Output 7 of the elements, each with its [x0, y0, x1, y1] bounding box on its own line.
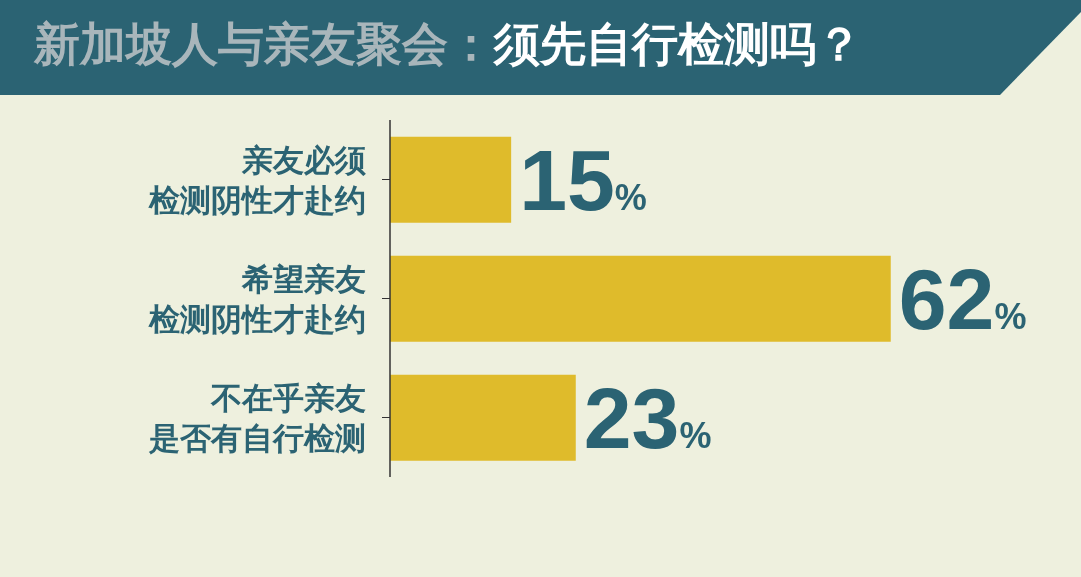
data-label: 62% [898, 250, 1027, 347]
data-label: 15% [519, 131, 647, 228]
chart-title: 新加坡人与亲友聚会：须先自行检测吗？ [34, 17, 862, 71]
data-label: 23% [583, 369, 712, 466]
y-tick-label: 希望亲友检测阴性才赴约 [148, 260, 366, 337]
y-tick-label: 不在乎亲友是否有自行检测 [148, 379, 366, 456]
y-tick-label: 亲友必须检测阴性才赴约 [148, 141, 366, 218]
